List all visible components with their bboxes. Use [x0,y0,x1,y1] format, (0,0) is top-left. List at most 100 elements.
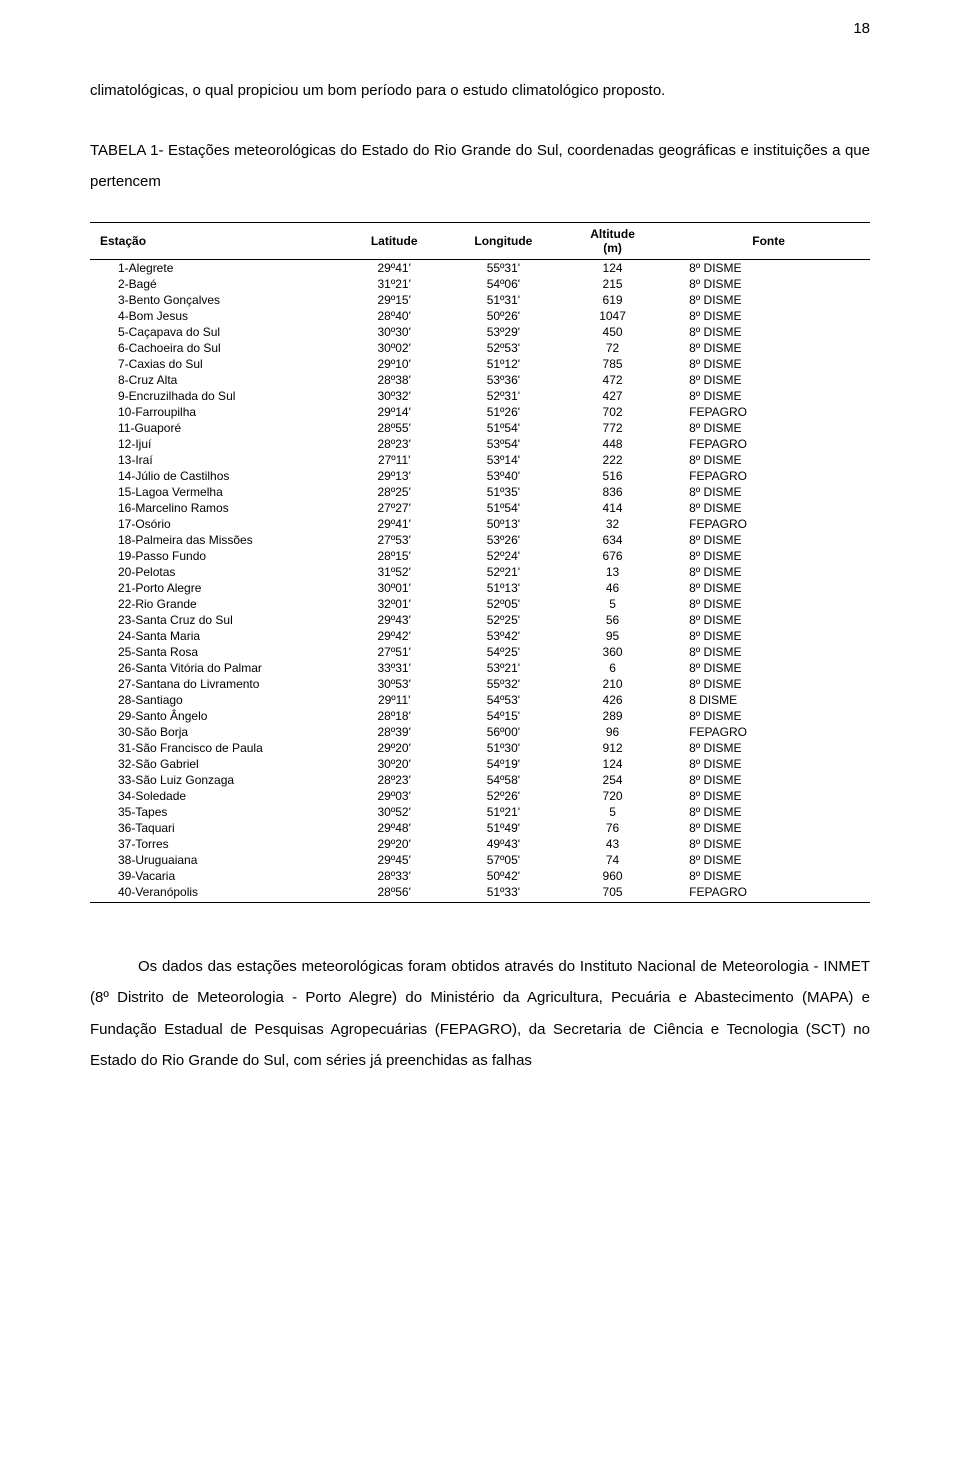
table-cell: 54º15' [449,708,558,724]
table-cell: 56 [558,612,667,628]
table-cell: 28º39' [340,724,449,740]
table-cell: 30º20' [340,756,449,772]
table-cell: 619 [558,292,667,308]
table-cell: 8º DISME [667,644,870,660]
table-cell: 8º DISME [667,596,870,612]
table-cell: 29º03' [340,788,449,804]
table-cell: 8º DISME [667,356,870,372]
table-cell: 54º58' [449,772,558,788]
table-cell: 28º56' [340,884,449,903]
table-row: 11-Guaporé28º55'51º54'7728º DISME [90,420,870,436]
table-cell: 51º33' [449,884,558,903]
table-cell: 8º DISME [667,804,870,820]
table-cell: 360 [558,644,667,660]
intro-paragraph: climatológicas, o qual propiciou um bom … [90,75,870,107]
table-cell: 8º DISME [667,564,870,580]
table-cell: 29º41' [340,516,449,532]
table-row: 20-Pelotas31º52'52º21'138º DISME [90,564,870,580]
table-cell: 40-Veranópolis [90,884,340,903]
table-cell: 53º29' [449,324,558,340]
table-cell: 8º DISME [667,676,870,692]
table-cell: 53º54' [449,436,558,452]
table-cell: 222 [558,452,667,468]
table-cell: 52º31' [449,388,558,404]
table-header-cell: Longitude [449,222,558,259]
table-cell: 8 DISME [667,692,870,708]
table-cell: 49º43' [449,836,558,852]
table-cell: 6-Cachoeira do Sul [90,340,340,356]
table-cell: 3-Bento Gonçalves [90,292,340,308]
table-cell: 8º DISME [667,276,870,292]
table-cell: 18-Palmeira das Missões [90,532,340,548]
table-cell: 8º DISME [667,772,870,788]
table-cell: 8º DISME [667,660,870,676]
table-row: 27-Santana do Livramento30º53'55º32'2108… [90,676,870,692]
table-cell: 72 [558,340,667,356]
table-cell: 29º41' [340,259,449,276]
table-cell: 55º32' [449,676,558,692]
table-row: 24-Santa Maria29º42'53º42'958º DISME [90,628,870,644]
table-cell: 8º DISME [667,852,870,868]
table-cell: 8º DISME [667,259,870,276]
table-row: 21-Porto Alegre30º01'51º13'468º DISME [90,580,870,596]
table-cell: 29º42' [340,628,449,644]
table-row: 9-Encruzilhada do Sul30º32'52º31'4278º D… [90,388,870,404]
table-row: 4-Bom Jesus28º40'50º26'10478º DISME [90,308,870,324]
table-header-row: EstaçãoLatitudeLongitudeAltitude(m)Fonte [90,222,870,259]
table-cell: 7-Caxias do Sul [90,356,340,372]
table-cell: 8º DISME [667,836,870,852]
table-row: 40-Veranópolis28º56'51º33'705FEPAGRO [90,884,870,903]
table-row: 32-São Gabriel30º20'54º19'1248º DISME [90,756,870,772]
table-row: 19-Passo Fundo28º15'52º24'6768º DISME [90,548,870,564]
table-cell: 8º DISME [667,756,870,772]
table-cell: 8º DISME [667,740,870,756]
table-header-cell: Estação [90,222,340,259]
table-title: TABELA 1- Estações meteorológicas do Est… [90,135,870,198]
table-row: 16-Marcelino Ramos27º27'51º54'4148º DISM… [90,500,870,516]
table-cell: 785 [558,356,667,372]
table-cell: 23-Santa Cruz do Sul [90,612,340,628]
table-cell: 29º45' [340,852,449,868]
table-cell: 31º21' [340,276,449,292]
table-cell: 13-Iraí [90,452,340,468]
table-cell: 51º13' [449,580,558,596]
table-row: 17-Osório29º41'50º13'32FEPAGRO [90,516,870,532]
table-cell: 450 [558,324,667,340]
table-cell: 8º DISME [667,532,870,548]
table-cell: 8-Cruz Alta [90,372,340,388]
table-cell: 28º40' [340,308,449,324]
table-cell: 705 [558,884,667,903]
table-cell: FEPAGRO [667,724,870,740]
table-cell: 53º36' [449,372,558,388]
table-cell: 29º48' [340,820,449,836]
table-cell: 39-Vacaria [90,868,340,884]
table-cell: 2-Bagé [90,276,340,292]
table-cell: 56º00' [449,724,558,740]
table-cell: 51º30' [449,740,558,756]
table-header-cell: Latitude [340,222,449,259]
table-cell: FEPAGRO [667,436,870,452]
table-cell: 35-Tapes [90,804,340,820]
table-cell: 38-Uruguaiana [90,852,340,868]
table-row: 34-Soledade29º03'52º26'7208º DISME [90,788,870,804]
table-cell: 254 [558,772,667,788]
table-cell: 8º DISME [667,372,870,388]
table-cell: 8º DISME [667,388,870,404]
table-cell: 22-Rio Grande [90,596,340,612]
table-cell: 30º53' [340,676,449,692]
table-cell: 33º31' [340,660,449,676]
table-cell: 960 [558,868,667,884]
table-cell: 19-Passo Fundo [90,548,340,564]
table-cell: 676 [558,548,667,564]
table-cell: 772 [558,420,667,436]
table-cell: 16-Marcelino Ramos [90,500,340,516]
table-cell: 20-Pelotas [90,564,340,580]
stations-table: EstaçãoLatitudeLongitudeAltitude(m)Fonte… [90,222,870,903]
table-cell: 289 [558,708,667,724]
table-cell: 12-Ijuí [90,436,340,452]
table-cell: 8º DISME [667,340,870,356]
table-cell: 4-Bom Jesus [90,308,340,324]
table-cell: 46 [558,580,667,596]
table-cell: 52º25' [449,612,558,628]
table-header-cell: Fonte [667,222,870,259]
